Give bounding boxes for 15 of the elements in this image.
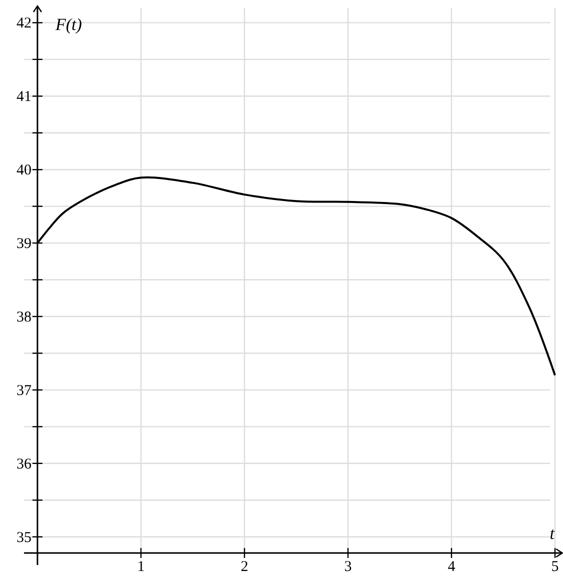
y-tick-label: 36 xyxy=(16,456,32,472)
x-tick-label: 3 xyxy=(344,559,352,575)
x-tick-label: 4 xyxy=(448,559,456,575)
y-tick-label: 42 xyxy=(16,16,32,32)
x-tick-label: 1 xyxy=(137,559,145,575)
x-tick-label: 2 xyxy=(240,559,248,575)
y-tick-label: 40 xyxy=(16,162,32,179)
y-tick-label: 38 xyxy=(16,309,32,326)
x-axis-title: t xyxy=(550,524,556,543)
y-axis-title: F(t) xyxy=(54,15,82,34)
x-tick-label: 5 xyxy=(551,559,559,575)
y-tick-label: 35 xyxy=(16,530,32,546)
y-tick-label: 41 xyxy=(16,89,32,106)
y-tick-label: 39 xyxy=(16,236,32,252)
y-tick-label: 37 xyxy=(16,382,32,399)
